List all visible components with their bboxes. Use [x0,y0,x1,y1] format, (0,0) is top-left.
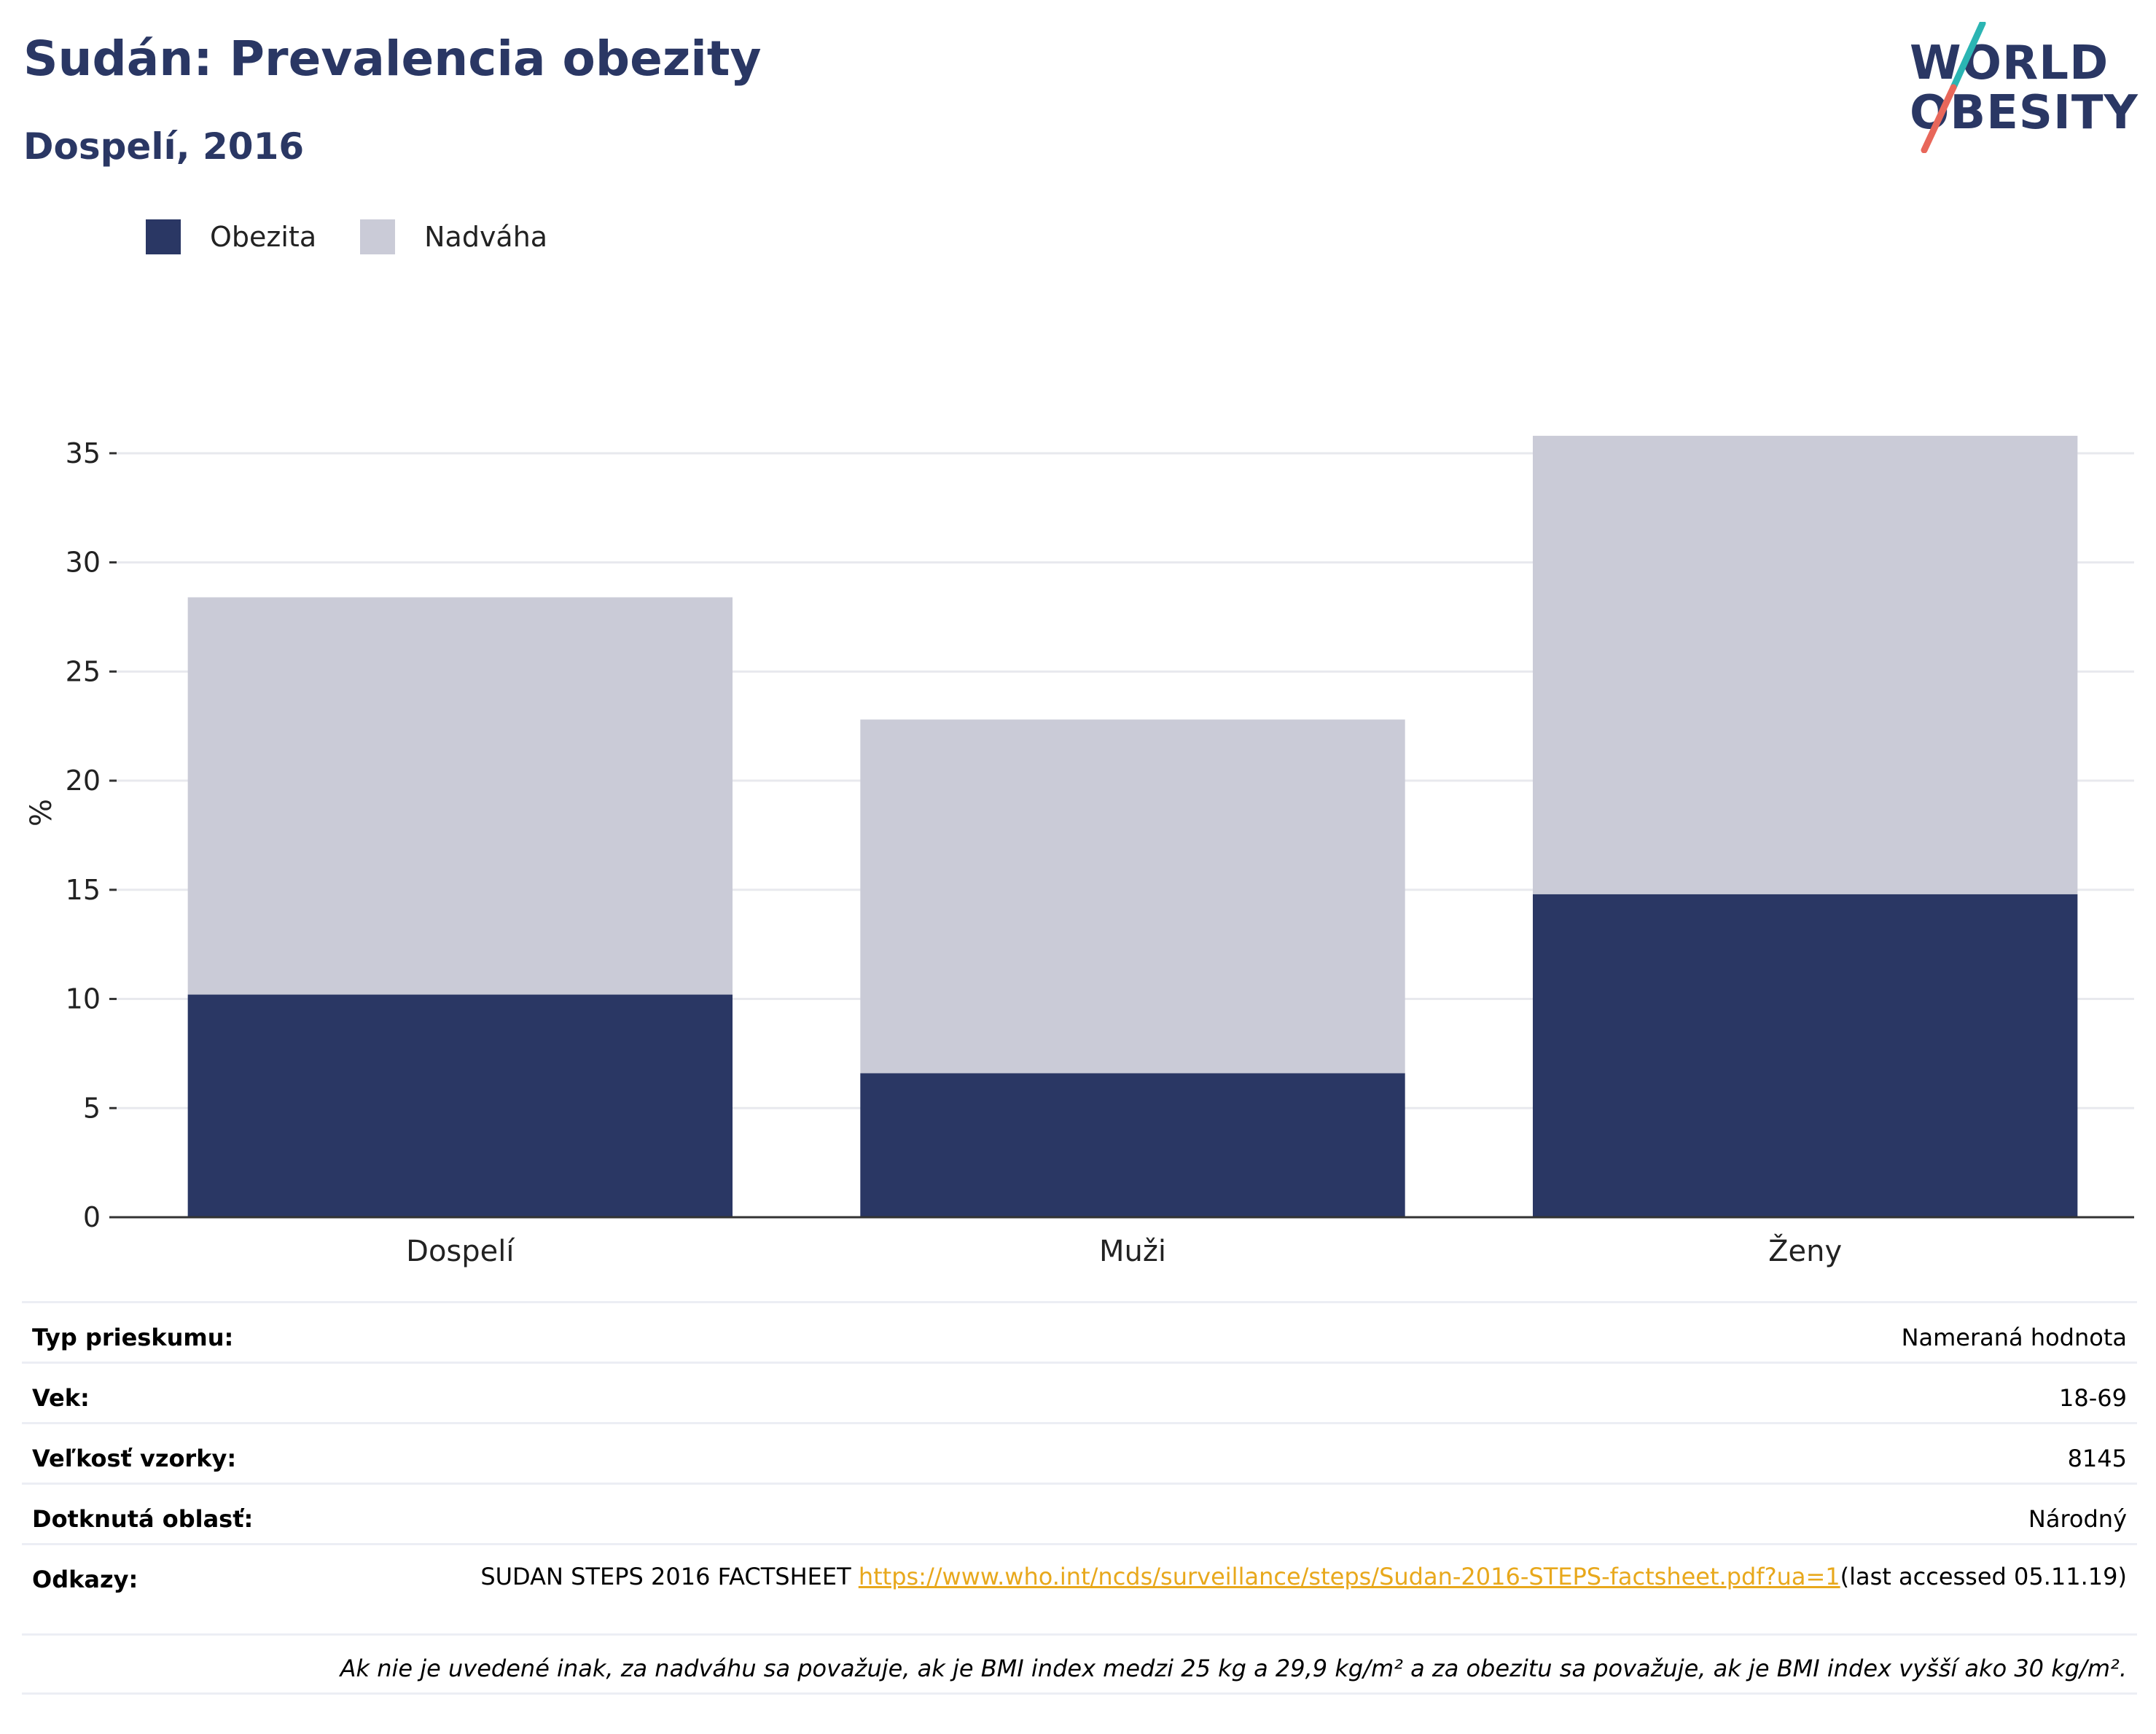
y-tick-label: 5 [83,1092,101,1124]
legend-item-obezita[interactable]: Obezita [146,219,316,254]
bar-obezita-2[interactable] [1532,894,2078,1217]
reference-text: SUDAN STEPS 2016 FACTSHEET https://www.w… [480,1561,2127,1592]
info-row-survey-type: Typ prieskumu: Nameraná hodnota [22,1301,2137,1362]
legend-label-nadvaha: Nadváha [424,221,548,253]
x-tick-label: Ženy [1768,1233,1842,1268]
logo-line-1: WORLD [1910,36,2109,90]
info-key: Typ prieskumu: [32,1324,234,1351]
chart-subtitle: Dospelí, 2016 [23,125,305,168]
y-tick-label: 0 [83,1201,101,1233]
info-value: 18-69 [2059,1384,2127,1412]
legend-item-nadvaha[interactable]: Nadváha [360,219,547,254]
info-row-age: Vek: 18-69 [22,1362,2137,1422]
y-tick-label: 25 [66,655,101,687]
legend-swatch-nadvaha [360,219,396,254]
bar-nadváha-0[interactable] [187,597,733,995]
y-tick-label: 10 [66,983,101,1015]
info-key: Odkazy: [32,1566,138,1593]
x-tick-label: Muži [1099,1235,1166,1268]
y-tick-label: 35 [66,437,101,469]
bmi-footnote: Ak nie je uvedené inak, za nadváhu sa po… [22,1633,2137,1695]
info-value: Národný [2028,1505,2127,1533]
bars [187,435,2078,1217]
reference-suffix: (last accessed 05.11.19) [1840,1563,2127,1590]
info-row-area: Dotknutá oblasť: Národný [22,1483,2137,1543]
world-obesity-logo: WORLD OBESITY [1895,22,2143,153]
legend-label-obezita: Obezita [210,221,317,253]
y-tick-label: 30 [66,547,101,579]
bar-obezita-1[interactable] [860,1073,1405,1217]
reference-prefix: SUDAN STEPS 2016 FACTSHEET [480,1563,859,1590]
info-key: Dotknutá oblasť: [32,1505,254,1533]
info-key: Veľkosť vzorky: [32,1445,237,1472]
y-tick-label: 20 [66,765,101,797]
bar-nadváha-2[interactable] [1532,435,2078,894]
y-axis-label: % [25,799,58,827]
x-tick-label: Dospelí [406,1235,515,1268]
bar-chart: 0 5 10 15 20 25 30 35% Dospelí Muži Ženy [25,435,2134,1268]
chart-title: Sudán: Prevalencia obezity [23,31,762,87]
bar-obezita-0[interactable] [187,994,733,1217]
info-key: Vek: [32,1384,90,1412]
chart-legend: Obezita Nadváha [146,219,591,255]
y-tick-label: 15 [66,874,101,906]
info-value: Nameraná hodnota [1901,1324,2127,1351]
reference-link[interactable]: https://www.who.int/ncds/surveillance/st… [858,1563,1840,1590]
survey-info-table: Typ prieskumu: Nameraná hodnota Vek: 18-… [22,1301,2137,1695]
bar-nadváha-1[interactable] [860,719,1405,1074]
logo-slash-icon [1921,22,1986,153]
axes: 0 5 10 15 20 25 30 35% Dospelí Muži Ženy [25,437,2134,1268]
info-row-references: Odkazy: SUDAN STEPS 2016 FACTSHEET https… [22,1543,2137,1633]
info-row-sample-size: Veľkosť vzorky: 8145 [22,1422,2137,1483]
info-value: 8145 [2067,1445,2127,1472]
legend-swatch-obezita [146,219,181,254]
